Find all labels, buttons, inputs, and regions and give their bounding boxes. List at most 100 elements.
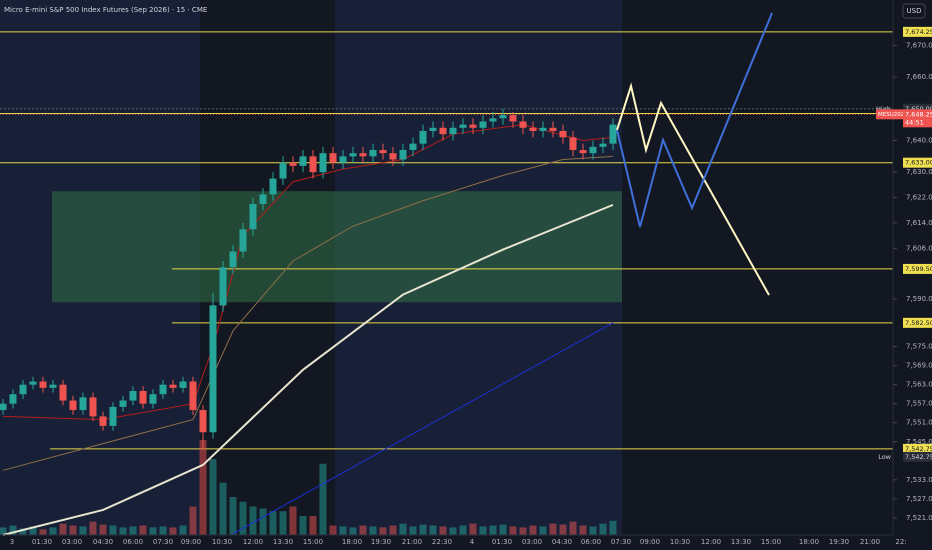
volume-bar xyxy=(599,523,607,535)
candle-body xyxy=(429,127,437,131)
x-tick-label: 09:00 xyxy=(181,538,201,546)
candle-body xyxy=(569,137,577,151)
candle-body xyxy=(19,384,27,395)
candle-body xyxy=(9,394,17,404)
volume-bar xyxy=(69,525,77,535)
moving-average xyxy=(2,203,614,536)
volume-bar xyxy=(189,506,197,535)
candle-body xyxy=(149,394,157,404)
title: Micro E-mini S&P 500 Index Futures (Sep … xyxy=(4,6,207,14)
candle-body xyxy=(319,153,327,173)
volume-bar xyxy=(409,526,417,535)
candle-body xyxy=(159,384,167,395)
volume-bar xyxy=(339,526,347,535)
x-tick-label: 03:00 xyxy=(522,538,542,546)
last-price: 7,648.25 xyxy=(905,110,932,118)
projection-blue xyxy=(616,12,773,228)
volume-bar xyxy=(9,525,17,535)
x-tick-label: 10:30 xyxy=(670,538,690,546)
y-tick-label: 7,614.00 xyxy=(906,219,932,227)
volume-bar xyxy=(329,525,337,535)
candle-body xyxy=(39,381,47,388)
volume-bar xyxy=(249,506,257,535)
volume-bar xyxy=(569,521,577,535)
y-tick-label: 7,557.00 xyxy=(906,400,932,408)
volume-bar xyxy=(179,525,187,535)
x-tick-label: 13:30 xyxy=(273,538,293,546)
volume-bar xyxy=(29,526,37,535)
high-tag xyxy=(903,103,932,114)
volume-bar xyxy=(609,520,617,535)
candle-body xyxy=(239,229,247,252)
y-tick-label: 7,575.00 xyxy=(906,343,932,351)
x-tick-label: 12:00 xyxy=(701,538,721,546)
candle-body xyxy=(499,115,507,119)
volume-bar xyxy=(389,525,397,535)
x-tick-label: 15:00 xyxy=(303,538,323,546)
candle-body xyxy=(479,121,487,128)
x-tick-label: 04:30 xyxy=(93,538,113,546)
candle-body xyxy=(599,143,607,147)
volume-bar xyxy=(589,526,597,535)
volume-bar xyxy=(139,525,147,535)
volume-bar xyxy=(449,527,457,535)
volume-bar xyxy=(149,527,157,535)
x-tick-label: 07:30 xyxy=(153,538,173,546)
candle-body xyxy=(539,127,547,131)
currency-button[interactable] xyxy=(902,3,926,19)
level-label: 7,599.50 xyxy=(905,265,932,273)
candle-body xyxy=(199,410,207,433)
x-tick-label: 3 xyxy=(10,538,14,546)
y-tick-label: 7,563.00 xyxy=(906,381,932,389)
candle-body xyxy=(329,153,337,163)
candle-body xyxy=(299,156,307,166)
volume-bar xyxy=(419,524,427,535)
volume-bar xyxy=(119,527,127,535)
candle-body xyxy=(279,162,287,179)
volume-bar xyxy=(19,528,27,535)
projection-yellow xyxy=(616,82,770,296)
candle-body xyxy=(289,162,297,166)
high-value: 7,650.00 xyxy=(905,105,932,113)
candle-body xyxy=(559,130,567,138)
y-tick-label: 7,527.00 xyxy=(906,495,932,503)
x-tick-label: 21:00 xyxy=(402,538,422,546)
volume-bar xyxy=(0,527,7,535)
volume-bar xyxy=(309,516,317,535)
currency[interactable]: USD xyxy=(907,7,922,15)
candle-body xyxy=(399,150,407,160)
candle-body xyxy=(519,121,527,128)
volume-bar xyxy=(399,523,407,535)
candle-body xyxy=(139,391,147,404)
x-tick-label: 12:00 xyxy=(243,538,263,546)
candle-body xyxy=(459,124,467,128)
x-tick-label: 03:00 xyxy=(62,538,82,546)
x-tick-label: 18:00 xyxy=(799,538,819,546)
volume-bar xyxy=(39,529,47,535)
level-tag xyxy=(903,26,932,37)
y-tick-label: 7,533.00 xyxy=(906,476,932,484)
volume-bar xyxy=(159,526,167,535)
x-tick-label: 06:00 xyxy=(581,538,601,546)
x-tick-label: 18:00 xyxy=(342,538,362,546)
level-tag xyxy=(903,317,932,328)
volume-bar xyxy=(79,526,87,535)
candle-body xyxy=(49,384,57,388)
candle-body xyxy=(369,150,377,157)
x-tick-label: 06:00 xyxy=(123,538,143,546)
volume-bar xyxy=(519,527,527,535)
candle-body xyxy=(219,267,227,306)
volume-bar xyxy=(209,459,217,535)
volume-bar xyxy=(429,525,437,535)
candle-body xyxy=(89,397,97,417)
candle-body xyxy=(469,124,477,128)
volume-bar xyxy=(369,526,377,535)
candle-body xyxy=(389,153,397,160)
plot xyxy=(0,31,893,536)
zone xyxy=(52,191,622,303)
candle-body xyxy=(209,305,217,433)
y-tick-label: 7,590.00 xyxy=(906,295,932,303)
candle-body xyxy=(259,194,267,204)
x-tick-label: 04:30 xyxy=(552,538,572,546)
